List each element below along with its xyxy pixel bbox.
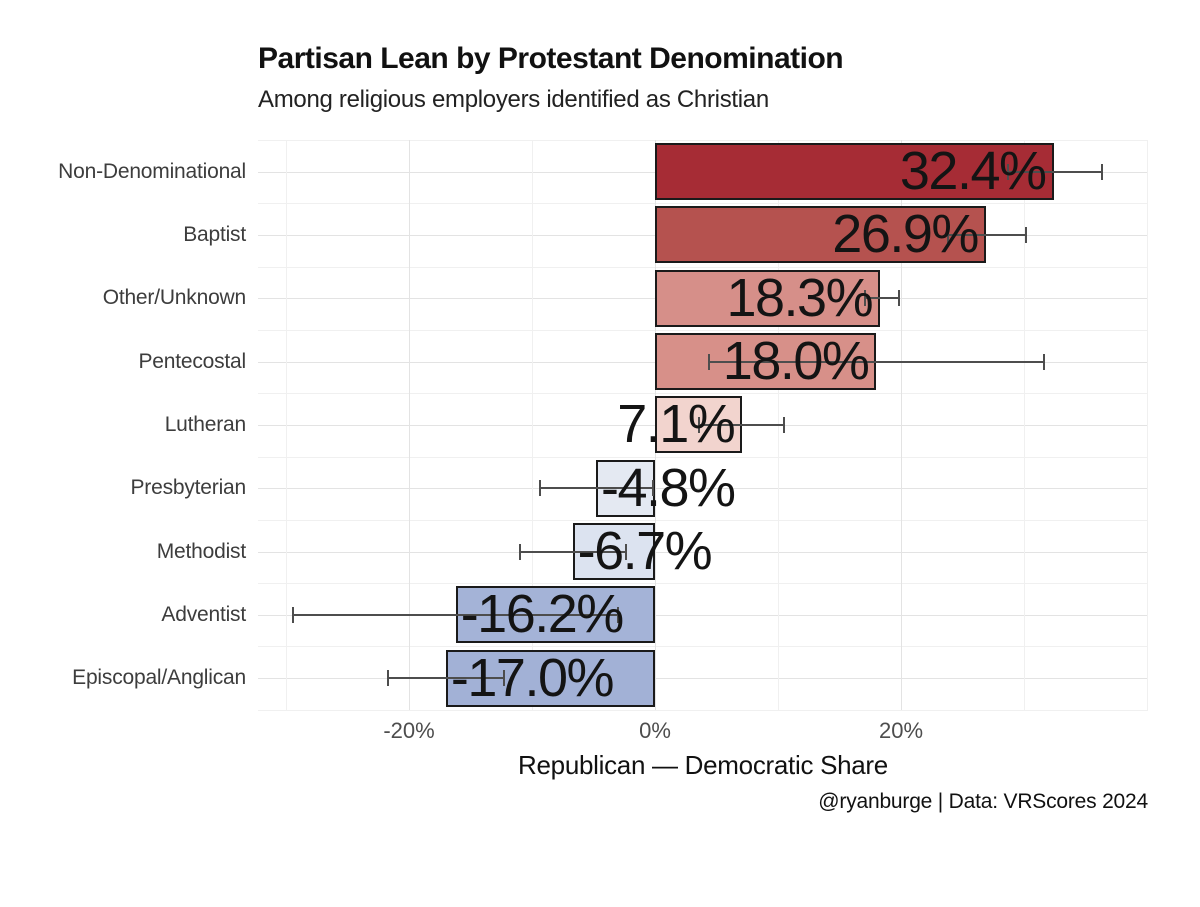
h-gridline-major xyxy=(258,551,1148,553)
value-label: -16.2% xyxy=(460,584,625,645)
v-gridline-minor xyxy=(286,140,287,710)
error-bar-cap-high xyxy=(502,670,505,686)
error-bar-cap-low xyxy=(292,606,295,623)
value-label: -6.7% xyxy=(577,521,713,581)
category-label: Methodist xyxy=(156,539,246,563)
v-gridline-minor xyxy=(1147,140,1148,710)
h-gridline-minor xyxy=(258,329,1148,331)
x-tick-label: 0% xyxy=(639,717,671,743)
category-label: Pentecostal xyxy=(138,349,246,373)
error-bar-cap-low xyxy=(386,670,389,686)
error-bar-cap-low xyxy=(698,416,700,433)
error-bar-cap-high xyxy=(617,606,620,623)
category-label: Other/Unknown xyxy=(102,286,247,310)
error-bar-cap-low xyxy=(946,226,949,243)
category-label: Episcopal/Anglican xyxy=(72,666,246,689)
chart-title: Partisan Lean by Protestant Denomination xyxy=(258,42,844,75)
error-bar-cap-high xyxy=(897,290,900,307)
error-bar-line xyxy=(946,233,1027,236)
category-label: Non-Denominational xyxy=(58,159,246,183)
value-label: -17.0% xyxy=(450,647,615,708)
h-gridline-minor xyxy=(258,266,1148,268)
value-label: 26.9% xyxy=(832,204,979,265)
error-bar-line xyxy=(698,423,786,426)
value-label: 32.4% xyxy=(899,141,1047,202)
h-gridline-major xyxy=(258,614,1148,616)
error-bar-line xyxy=(386,677,505,679)
value-label: 18.3% xyxy=(726,267,873,328)
error-bar-cap-low xyxy=(707,353,710,370)
value-label: -4.8% xyxy=(601,457,736,518)
bar xyxy=(655,143,1054,201)
bar xyxy=(655,206,986,264)
error-bar-line xyxy=(707,360,1045,363)
x-tick-label: -20% xyxy=(383,717,435,743)
error-bar-line xyxy=(539,487,654,490)
v-gridline-minor xyxy=(1024,140,1025,710)
value-label: 18.0% xyxy=(722,331,870,391)
v-gridline-major xyxy=(901,140,902,710)
error-bar-cap-high xyxy=(624,543,627,560)
v-gridline-major xyxy=(409,140,410,710)
chart-caption: @ryanburge | Data: VRScores 2024 xyxy=(818,790,1148,813)
h-gridline-minor xyxy=(258,583,1148,585)
v-gridline-minor xyxy=(532,140,533,710)
error-bar-cap-high xyxy=(651,480,654,497)
h-gridline-minor xyxy=(258,519,1148,521)
error-bar-line xyxy=(1006,170,1103,173)
error-bar-cap-low xyxy=(1006,163,1009,180)
h-gridline-major xyxy=(258,678,1148,679)
h-gridline-major xyxy=(258,488,1148,490)
error-bar-line xyxy=(292,613,620,616)
error-bar-cap-low xyxy=(539,480,542,497)
category-label: Adventist xyxy=(161,602,246,626)
error-bar-cap-high xyxy=(1100,163,1103,180)
x-tick-label: 20% xyxy=(878,717,924,743)
x-axis-label: Republican — Democratic Share xyxy=(518,750,888,780)
error-bar-cap-high xyxy=(1024,226,1027,243)
error-bar-line xyxy=(864,297,900,300)
category-label: Presbyterian xyxy=(130,476,247,500)
category-label: Baptist xyxy=(183,222,246,246)
error-bar-cap-low xyxy=(864,290,867,307)
h-gridline-minor xyxy=(258,140,1148,141)
h-gridline-minor xyxy=(258,456,1148,458)
value-label: 7.1% xyxy=(617,394,736,455)
h-gridline-minor xyxy=(258,709,1148,711)
category-label: Lutheran xyxy=(164,412,247,436)
error-bar-cap-low xyxy=(518,543,521,560)
h-gridline-minor xyxy=(258,646,1148,648)
error-bar-cap-high xyxy=(1042,353,1045,370)
error-bar-line xyxy=(518,550,627,553)
h-gridline-minor xyxy=(258,203,1148,205)
chart-subtitle: Among religious employers identified as … xyxy=(258,86,769,113)
h-gridline-minor xyxy=(258,393,1148,395)
error-bar-cap-high xyxy=(783,416,786,433)
bar xyxy=(655,269,881,327)
